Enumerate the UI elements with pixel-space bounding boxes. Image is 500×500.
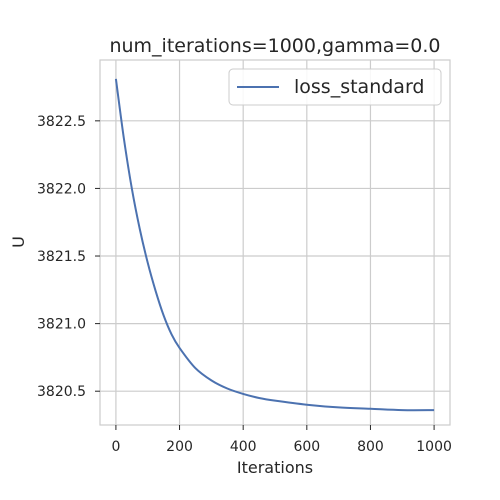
x-tick-label: 0: [111, 439, 120, 455]
series-layer: [114, 78, 435, 412]
legend-label-loss-standard: loss_standard: [294, 76, 424, 98]
x-axis-label: Iterations: [237, 458, 313, 477]
x-tick-label: 800: [357, 439, 384, 455]
grid: [100, 60, 450, 425]
y-tick-label: 3821.5: [37, 249, 86, 265]
y-tick-label: 3822.5: [37, 114, 86, 130]
y-tick-label: 3821.0: [37, 317, 86, 333]
axis-ticks: 0 200 400 600 800 1000 3820.5 3821.0 3821.5 3822.…: [37, 114, 452, 455]
y-tick-label: 3820.5: [37, 384, 86, 400]
plot-frame: [99, 59, 451, 426]
x-tick-label: 200: [166, 439, 193, 455]
x-tick-label: 400: [230, 439, 257, 455]
chart-title: num_iterations=1000,gamma=0.0: [109, 35, 440, 57]
legend: loss_standard: [228, 68, 442, 106]
y-axis-label: U: [9, 236, 28, 248]
y-tick-label: 3822.0: [37, 181, 86, 197]
x-tick-label: 600: [293, 439, 320, 455]
legend-box: [228, 68, 442, 106]
x-tick-label: 1000: [416, 439, 452, 455]
series-line-loss-standard: [114, 78, 435, 412]
